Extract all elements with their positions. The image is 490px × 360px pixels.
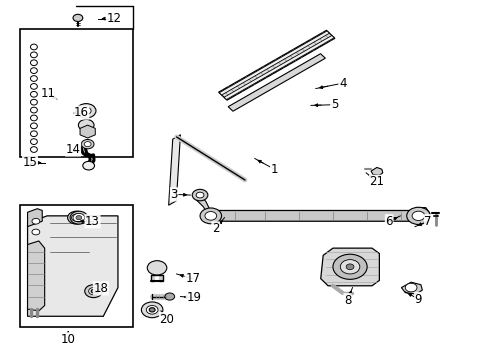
Circle shape [81,107,91,114]
Circle shape [68,211,85,224]
Ellipse shape [30,84,37,89]
Circle shape [196,192,204,198]
Polygon shape [228,54,325,111]
Text: 6: 6 [386,215,393,228]
Circle shape [89,288,98,295]
Polygon shape [415,208,430,224]
Text: 20: 20 [159,312,174,326]
Text: 15: 15 [23,156,37,169]
Circle shape [192,189,208,201]
Ellipse shape [30,91,37,97]
Circle shape [205,212,217,220]
Circle shape [81,139,94,149]
Circle shape [72,214,81,221]
Text: 2: 2 [212,222,220,235]
Text: 19: 19 [186,291,201,304]
Text: 10: 10 [61,333,75,346]
Circle shape [85,285,102,298]
Text: 10: 10 [61,333,75,346]
Ellipse shape [30,139,37,144]
Text: 13: 13 [85,215,100,228]
Text: 8: 8 [344,294,351,307]
Polygon shape [224,36,334,100]
Polygon shape [219,30,335,100]
Circle shape [76,104,96,118]
Circle shape [73,14,83,22]
Circle shape [83,161,95,170]
Text: 4: 4 [339,77,346,90]
Text: 21: 21 [369,175,385,188]
Circle shape [70,211,88,224]
Circle shape [340,260,360,274]
Circle shape [73,213,85,222]
Circle shape [333,254,367,279]
Polygon shape [80,125,95,138]
Polygon shape [321,248,379,286]
Circle shape [147,306,158,314]
Circle shape [32,219,40,224]
Circle shape [346,264,354,270]
Polygon shape [27,209,42,226]
Ellipse shape [30,123,37,129]
Bar [20,205,133,327]
Circle shape [78,120,94,131]
Circle shape [200,208,221,224]
Ellipse shape [30,115,37,121]
Ellipse shape [30,131,37,136]
Ellipse shape [30,76,37,81]
Circle shape [91,289,96,293]
Polygon shape [371,167,383,175]
Polygon shape [27,216,118,316]
Ellipse shape [30,99,37,105]
Ellipse shape [30,107,37,113]
Text: 18: 18 [94,282,108,295]
Ellipse shape [30,52,37,58]
Text: 17: 17 [185,272,200,285]
Circle shape [142,302,163,318]
Circle shape [412,211,425,221]
Text: 5: 5 [331,98,338,111]
Polygon shape [219,31,329,95]
Polygon shape [169,135,180,205]
Circle shape [407,207,430,225]
Circle shape [76,216,82,220]
Circle shape [32,229,40,235]
Text: 11: 11 [41,87,56,100]
Polygon shape [401,282,422,294]
Circle shape [405,283,417,292]
Polygon shape [206,211,423,221]
Polygon shape [27,241,45,311]
Ellipse shape [30,44,37,50]
Text: 3: 3 [171,188,178,201]
Circle shape [165,293,174,300]
Text: 12: 12 [106,12,122,25]
Circle shape [84,141,91,147]
Text: 1: 1 [270,163,278,176]
Bar [20,30,133,157]
Polygon shape [195,195,211,216]
Ellipse shape [30,147,37,152]
Ellipse shape [30,68,37,73]
Circle shape [149,308,155,312]
Circle shape [147,261,167,275]
Text: 9: 9 [415,293,422,306]
Text: 7: 7 [424,215,432,228]
Ellipse shape [30,60,37,66]
Text: 16: 16 [74,106,89,119]
Text: 14: 14 [66,143,80,156]
